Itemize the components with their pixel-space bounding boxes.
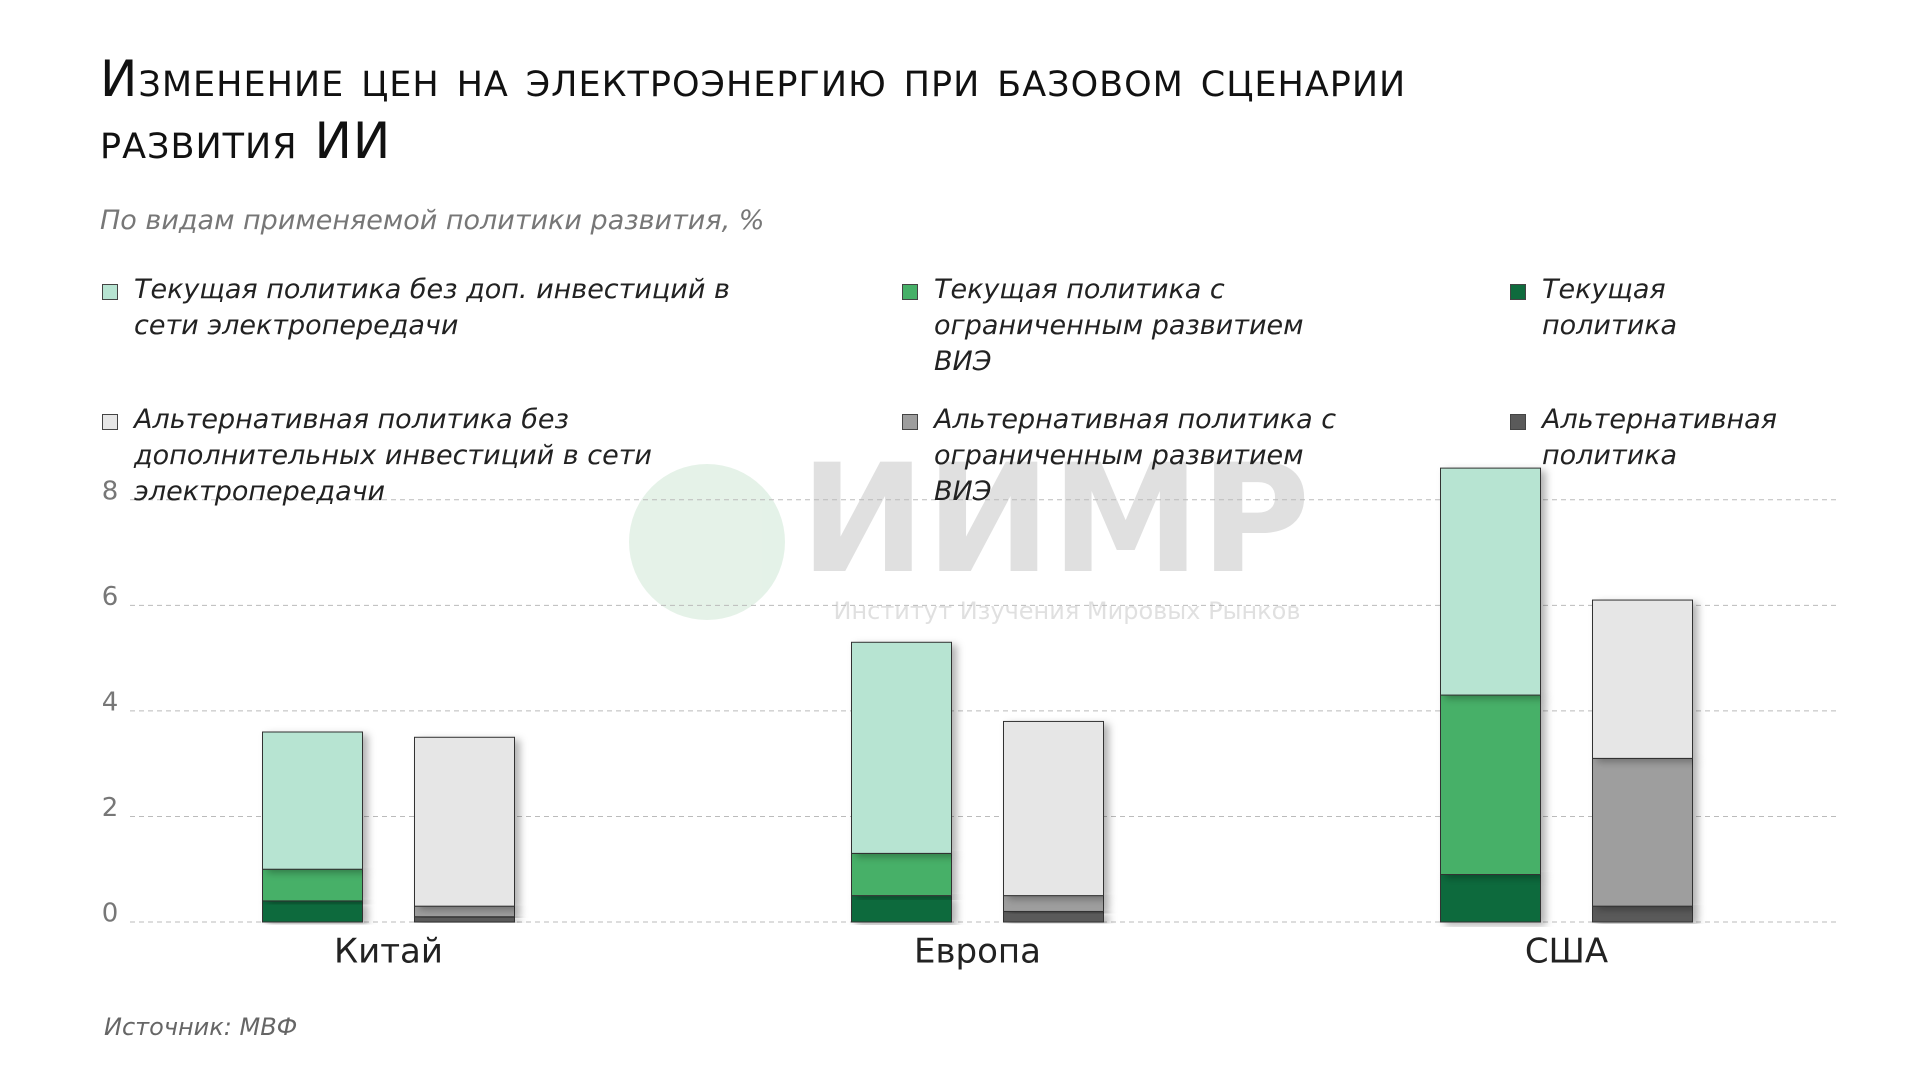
chart-subtitle: По видам применяемой политики развития, …: [100, 205, 765, 236]
legend-swatch: [902, 414, 918, 430]
legend-swatch: [1510, 414, 1526, 430]
bar-segment: [1003, 720, 1104, 897]
legend: Текущая политика Текущая политика с огран…: [100, 272, 1838, 510]
bar-segment: [414, 905, 515, 918]
legend-label: Альтернативная политика: [1542, 404, 1777, 471]
bar-segment: [1003, 895, 1104, 912]
legend-item: Текущая политика: [1508, 272, 1838, 380]
y-tick-label: 0: [102, 899, 119, 929]
bar-segment: [262, 731, 363, 870]
bar-segment: [414, 736, 515, 907]
bar-segment: [1003, 910, 1104, 923]
watermark-text: Институт Изучения Мировых Рынков: [833, 597, 1300, 625]
bar-segment: [851, 852, 952, 897]
legend-swatch: [102, 284, 118, 300]
x-tick-label: США: [1525, 932, 1608, 972]
legend-label: Альтернативная политика с ограниченным р…: [934, 404, 1337, 507]
bar-segment: [262, 868, 363, 902]
legend-swatch: [1510, 284, 1526, 300]
bar-segment: [851, 895, 952, 923]
legend-item: Текущая политика без доп. инвестиций в с…: [100, 272, 900, 380]
legend-label: Альтернативная политика без дополнительн…: [134, 404, 652, 507]
watermark-globe: [629, 464, 785, 620]
y-tick-label: 4: [102, 687, 119, 717]
y-tick-label: 2: [102, 793, 119, 823]
bar-segment: [1440, 694, 1541, 875]
legend-swatch: [102, 414, 118, 430]
x-tick-label: Китай: [334, 932, 443, 972]
bar-segment: [1592, 757, 1693, 907]
bar-segment: [262, 900, 363, 923]
watermark-logo: ИИМР: [800, 433, 1310, 607]
legend-item: Текущая политика с ограниченным развитие…: [900, 272, 1508, 380]
legend-swatch: [902, 284, 918, 300]
bar-segment: [1440, 874, 1541, 923]
y-tick-label: 6: [102, 582, 119, 612]
bar-segment: [414, 916, 515, 923]
legend-label: Текущая политика без доп. инвестиций в с…: [134, 274, 730, 341]
chart-title: Изменение цен на электроэнергию при базо…: [100, 50, 1407, 170]
bar-segment: [1440, 467, 1541, 696]
legend-label: Текущая политика: [1542, 274, 1678, 341]
bar-segment: [1592, 599, 1693, 759]
source-note: Источник: МВФ: [104, 1013, 298, 1041]
legend-label: Текущая политика с ограниченным развитие…: [934, 274, 1304, 377]
bar-segment: [851, 641, 952, 854]
legend-item: Альтернативная политика: [1508, 402, 1838, 510]
y-tick-label: 8: [102, 476, 119, 506]
bar-segment: [1592, 905, 1693, 923]
legend-item: Альтернативная политика с ограниченным р…: [900, 402, 1508, 510]
x-tick-label: Европа: [914, 932, 1041, 972]
legend-item: Альтернативная политика без дополнительн…: [100, 402, 900, 510]
